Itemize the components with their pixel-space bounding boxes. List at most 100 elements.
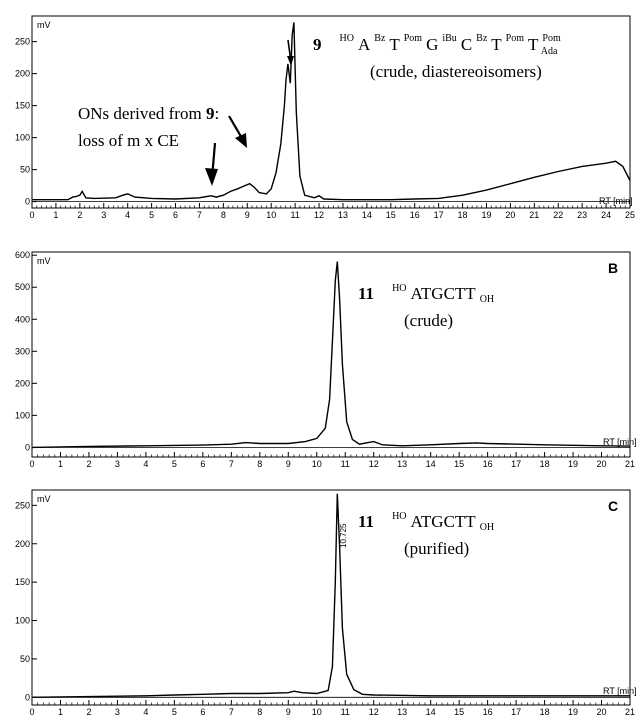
panel-b-trace <box>31 261 631 449</box>
panel-b-y-tick-label: 300 <box>15 346 30 356</box>
panel-a-seq-base-1: A <box>358 35 371 54</box>
side-note-bold-number: 9 <box>206 104 215 123</box>
panel-b-sequence-main: ATGCTT <box>411 284 477 303</box>
panel-b-y-tick-label: 100 <box>15 410 30 420</box>
panel-a-arrow-1 <box>205 142 218 186</box>
panel-a-x-tick-label: 1 <box>53 210 58 220</box>
panel-b-x-tick-label: 7 <box>229 459 234 469</box>
panel-c-x-tick-label: 2 <box>86 707 91 717</box>
panel-b-y-tick-label: 400 <box>15 314 30 324</box>
panel-c-x-tick-label: 13 <box>397 707 407 717</box>
panel-c-y-tick-label: 50 <box>20 654 30 664</box>
side-note-colon: : <box>214 104 219 123</box>
panel-c-x-tick-label: 12 <box>369 707 379 717</box>
panel-a-x-tick-label: 2 <box>77 210 82 220</box>
panel-b-x-unit: RT [min] <box>603 437 637 447</box>
panel-a-x-tick-label: 10 <box>266 210 276 220</box>
panel-c-x-tick-label: 21 <box>625 707 635 717</box>
panel-a-x-tick-label: 0 <box>29 210 34 220</box>
panel-c-x-tick-label: 17 <box>511 707 521 717</box>
panel-b-x-tick-label: 11 <box>341 459 350 469</box>
panel-a-x-tick-label: 22 <box>553 210 563 220</box>
panel-c-sequence: 11 HO ATGCTT OH <box>358 506 494 533</box>
panel-b-x-tick-label: 1 <box>58 459 63 469</box>
panel-c-x-tick-label: 9 <box>286 707 291 717</box>
panel-a-seq-base-5: T <box>491 35 502 54</box>
panel-b-x-tick-label: 21 <box>625 459 635 469</box>
panel-a-seq-sup-1: Bz <box>374 33 386 44</box>
panel-b-sequence-suffix: OH <box>480 294 494 305</box>
panel-a-seq-base-6: T <box>528 35 539 54</box>
panel-a-trace <box>32 22 631 201</box>
panel-c-chart: mV RT [min] C 0 1 2 3 4 5 6 7 8 9 10 11 12 13 14 15 16 17… <box>15 489 637 717</box>
panel-a-y-tick-label: 50 <box>20 165 30 175</box>
panel-b-x-tick-label: 3 <box>115 459 120 469</box>
panel-b-x-tick-label: 17 <box>511 459 521 469</box>
panel-a-x-tick-label: 13 <box>338 210 348 220</box>
panel-b-y-unit: mV <box>37 256 51 266</box>
panel-b-y-tick-label: 500 <box>15 282 30 292</box>
panel-c-x-tick-label: 10 <box>312 707 322 717</box>
panel-b-x-tick-label: 2 <box>86 459 91 469</box>
panel-b-x-tick-label: 8 <box>257 459 262 469</box>
panel-a-x-unit: RT [min] <box>599 196 633 206</box>
panel-a-x-tick-label: 16 <box>410 210 420 220</box>
panel-b-y-tick-label: 0 <box>25 442 30 452</box>
panel-a-y-tick-label: 100 <box>15 133 30 143</box>
panel-c-y-tick-label: 150 <box>15 577 30 587</box>
panel-a-x-tick-label: 11 <box>290 210 299 220</box>
panel-c-y-tick-label: 250 <box>15 500 30 510</box>
panel-b-x-tick-label: 18 <box>540 459 550 469</box>
panel-c-x-tick-label: 20 <box>597 707 607 717</box>
panel-c-x-unit: RT [min] <box>603 686 637 696</box>
panel-c-sequence-prefix: HO <box>392 511 406 522</box>
panel-a-seq-base-2: T <box>389 35 400 54</box>
panel-c-x-tick-label: 8 <box>257 707 262 717</box>
panel-a-x-tick-label: 12 <box>314 210 324 220</box>
panel-b-x-tick-label: 9 <box>286 459 291 469</box>
panel-c-axes: 0 1 2 3 4 5 6 7 8 9 10 11 12 13 14 15 16 17 18 19 20 21050100… <box>15 500 635 717</box>
panel-a-x-tick-label: 20 <box>505 210 515 220</box>
panel-c-x-tick-label: 6 <box>200 707 205 717</box>
panel-c-letter: C <box>608 498 618 514</box>
panel-b-y-tick-label: 600 <box>15 250 30 260</box>
panel-c-x-tick-label: 16 <box>483 707 493 717</box>
panel-b-chart: mV RT [min] B 0 1 2 3 4 5 6 7 8 9 10 11 12 13 14 15 16 17… <box>15 250 637 469</box>
panel-b-sequence: 11 HO ATGCTT OH <box>358 278 494 305</box>
panel-b-x-tick-label: 10 <box>312 459 322 469</box>
panel-c-peak-label: 10.725 <box>339 523 348 548</box>
panel-a-arrow-2 <box>228 115 247 148</box>
panel-b-letter: B <box>608 260 618 276</box>
panel-a-note: (crude, diastereoisomers) <box>370 62 542 81</box>
panel-a-frame <box>31 15 631 209</box>
panel-c-x-tick-label: 0 <box>29 707 34 717</box>
panel-a-side-note-line1: ONs derived from 9: <box>78 104 219 123</box>
panel-c-x-tick-label: 11 <box>341 707 350 717</box>
panel-c-x-tick-label: 15 <box>454 707 464 717</box>
panel-a-x-tick-label: 5 <box>149 210 154 220</box>
panel-a-seq-sup-3: iBu <box>442 33 456 44</box>
panel-b-x-tick-label: 13 <box>397 459 407 469</box>
panel-a-x-tick-label: 19 <box>481 210 491 220</box>
panel-a-sequence-suffix: Ada <box>541 46 558 57</box>
panel-b-x-tick-label: 15 <box>454 459 464 469</box>
panel-a-x-tick-label: 23 <box>577 210 587 220</box>
panel-c-x-tick-label: 14 <box>426 707 436 717</box>
panel-b-frame <box>31 251 631 458</box>
panel-c-x-tick-label: 19 <box>568 707 578 717</box>
panel-b-compound-number: 11 <box>358 284 374 303</box>
panel-a-seq-base-3: G <box>426 35 438 54</box>
panel-c-compound-number: 11 <box>358 512 374 531</box>
panel-a-y-tick-label: 250 <box>15 37 30 47</box>
panel-b-note: (crude) <box>404 311 453 330</box>
panel-b-x-tick-label: 14 <box>426 459 436 469</box>
panel-b-x-tick-label: 0 <box>29 459 34 469</box>
panel-a-x-tick-label: 6 <box>173 210 178 220</box>
panel-c-y-tick-label: 100 <box>15 616 30 626</box>
panel-b-sequence-prefix: HO <box>392 283 406 294</box>
panel-c-x-tick-label: 4 <box>143 707 148 717</box>
panel-a-x-tick-label: 14 <box>362 210 372 220</box>
panel-a-y-unit: mV <box>37 20 51 30</box>
panel-a-x-tick-label: 17 <box>434 210 444 220</box>
panel-b-x-tick-label: 4 <box>143 459 148 469</box>
